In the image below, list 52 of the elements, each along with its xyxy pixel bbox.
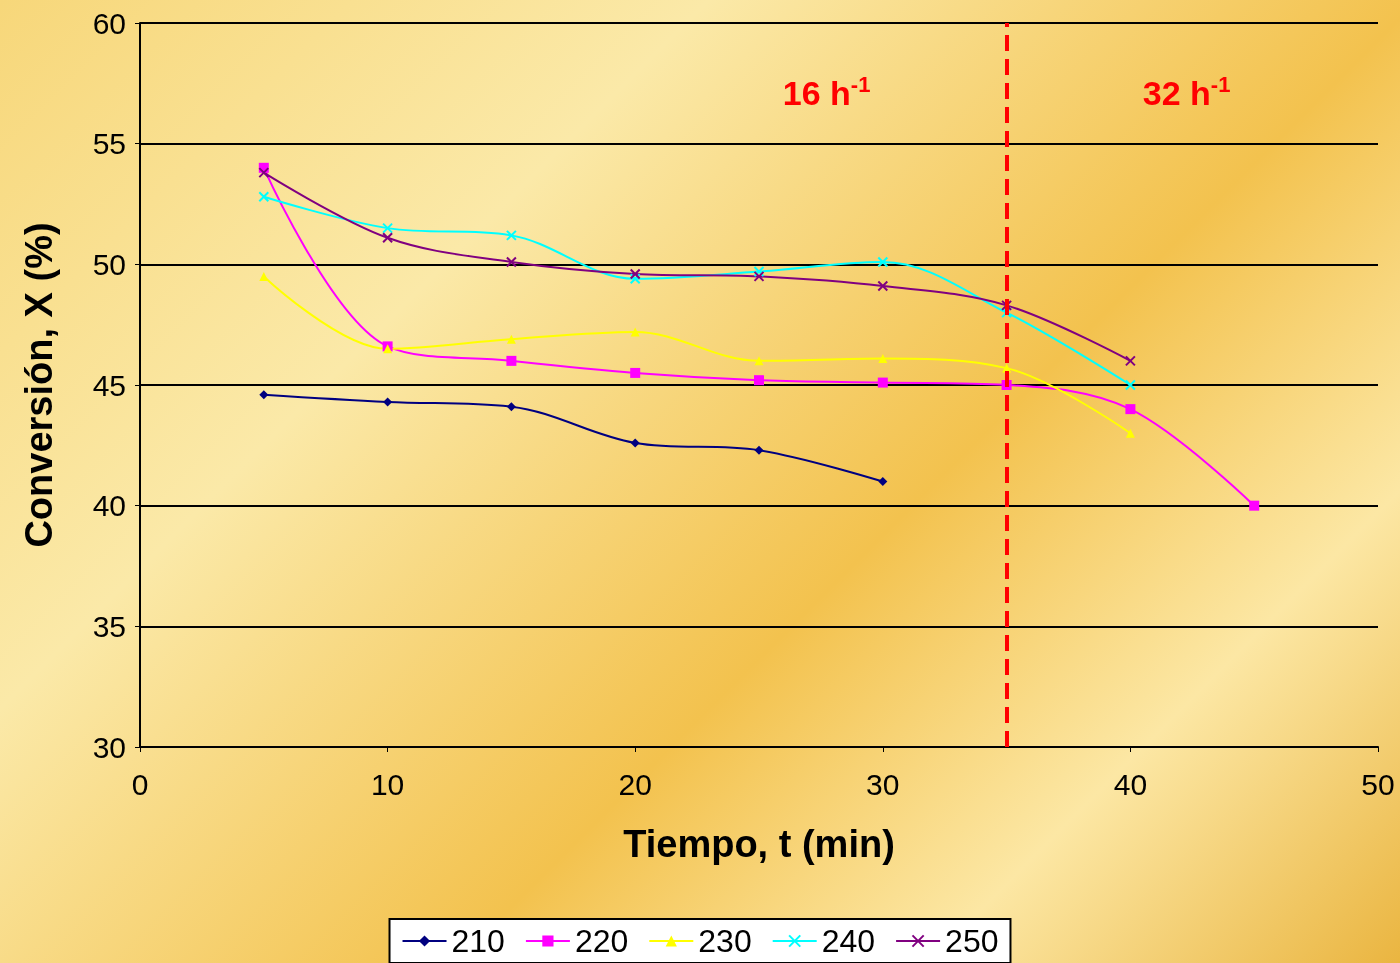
legend-label: 250 — [945, 923, 999, 959]
point — [1124, 355, 1136, 367]
x-tick-label: 20 — [618, 767, 652, 801]
y-tick-label: 55 — [92, 127, 126, 161]
x-axis-title: Tiempo, t (min) — [623, 823, 895, 865]
legend-label: 240 — [821, 923, 876, 959]
point — [1001, 299, 1013, 311]
point — [259, 271, 269, 281]
point — [382, 232, 394, 244]
point — [1125, 404, 1136, 415]
point — [1249, 500, 1260, 511]
point — [506, 355, 517, 366]
point — [258, 191, 270, 203]
point — [630, 367, 641, 378]
y-tick-label: 50 — [92, 247, 126, 281]
y-axis-title: Conversión, X (%) — [18, 222, 60, 548]
point — [505, 256, 517, 268]
point — [754, 356, 764, 366]
point — [877, 280, 889, 292]
point — [630, 438, 640, 448]
x-tick-label: 40 — [1113, 767, 1148, 801]
point — [258, 167, 270, 179]
point — [506, 334, 516, 344]
point — [754, 375, 764, 386]
legend-label: 230 — [698, 923, 752, 959]
point — [383, 397, 393, 407]
y-tick-label: 30 — [92, 730, 126, 764]
point — [259, 390, 269, 400]
point — [506, 402, 516, 412]
point — [1124, 379, 1136, 391]
point — [629, 273, 641, 285]
point — [753, 266, 765, 278]
x-tick-label: 10 — [370, 767, 405, 801]
point — [877, 377, 888, 388]
x-tick-label: 30 — [866, 767, 900, 801]
point — [877, 256, 889, 268]
y-tick-label: 60 — [92, 6, 126, 40]
y-tick-label: 35 — [92, 609, 126, 643]
point — [753, 270, 765, 282]
legend-label: 220 — [574, 923, 629, 959]
point — [505, 229, 517, 241]
point — [1125, 428, 1135, 438]
legend-label: 210 — [451, 923, 505, 959]
y-tick-label: 45 — [92, 368, 126, 402]
x-tick-label: 0 — [131, 767, 149, 801]
point — [754, 445, 764, 455]
x-tick-label: 50 — [1361, 767, 1395, 801]
point — [878, 477, 888, 487]
point — [878, 353, 888, 363]
point — [382, 222, 394, 234]
y-tick-label: 40 — [92, 489, 126, 523]
point — [629, 268, 641, 280]
